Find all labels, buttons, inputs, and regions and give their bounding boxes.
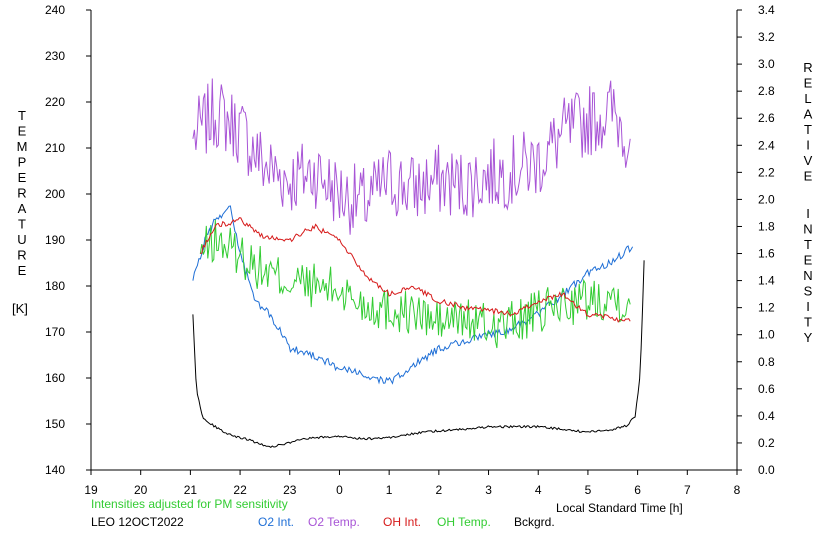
legend: O2 Int. O2 Temp. OH Int. OH Temp. Bckgrd. [258,515,555,529]
x-tick-label: 5 [585,483,592,497]
right-axis-title-char: Y [804,330,813,345]
right-axis-title-char: T [804,237,812,252]
right-axis-title-char: E [804,76,813,91]
legend-entry: OH Temp. [437,515,491,529]
right-axis-title-char: V [804,153,813,168]
series-line-o2_int [192,205,634,385]
x-tick-label: 22 [233,483,247,497]
x-tick-label: 21 [184,483,198,497]
series-group [192,78,645,449]
right-tick-label: 2.6 [758,111,775,125]
left-axis-title-char: P [18,155,27,170]
axes-group: 19 20 21 22 23 0 1 2 3 4 5 6 7 8140150160170180190200… [45,3,775,497]
x-tick-label: 19 [84,483,98,497]
right-tick-label: 0.8 [758,355,775,369]
left-axis-title-char: M [17,139,28,154]
x-tick-label: 3 [485,483,492,497]
right-tick-label: 3.0 [758,57,775,71]
x-tick-label: 6 [634,483,641,497]
right-tick-label: 0.2 [758,436,775,450]
x-tick-label: 7 [684,483,691,497]
x-tick-label: 2 [436,483,443,497]
right-axis-title-char: T [804,315,812,330]
left-tick-label: 220 [45,95,65,109]
right-tick-label: 1.4 [758,274,775,288]
right-tick-label: 2.8 [758,84,775,98]
right-axis-title-char: T [804,122,812,137]
right-tick-label: 2.0 [758,192,775,206]
left-axis-title-char: R [17,186,26,201]
right-axis-title-char: S [804,284,813,299]
left-axis-title-char: E [18,263,27,278]
right-axis-title-char: I [806,138,810,153]
left-tick-label: 160 [45,371,65,385]
right-tick-label: 1.6 [758,247,775,261]
left-axis-unit: [K] [12,301,28,316]
right-tick-label: 0.4 [758,409,775,423]
left-tick-label: 150 [45,417,65,431]
right-tick-label: 0.6 [758,382,775,396]
right-axis-title-char: I [806,299,810,314]
series-line-oh_int [200,217,631,323]
x-tick-label: 4 [535,483,542,497]
right-tick-label: 3.2 [758,30,775,44]
right-axis-title-char: L [804,91,811,106]
x-tick-label: 1 [386,483,393,497]
left-axis-title-char: T [18,217,26,232]
right-axis-title-char: E [804,169,813,184]
right-tick-label: 1.8 [758,219,775,233]
right-axis-title-char: N [803,268,812,283]
right-axis-title-char: E [804,253,813,268]
left-tick-label: 190 [45,233,65,247]
left-tick-label: 140 [45,463,65,477]
right-tick-label: 2.4 [758,138,775,152]
right-axis-title-char: N [803,222,812,237]
x-tick-label: 0 [336,483,343,497]
x-tick-label: 20 [134,483,148,497]
station-label: LEO 12OCT2022 [91,515,184,529]
right-tick-label: 3.4 [758,3,775,17]
left-axis-title-char: E [18,124,27,139]
left-tick-label: 230 [45,49,65,63]
series-line-o2_temp [192,78,631,235]
left-tick-label: 180 [45,279,65,293]
legend-entry: OH Int. [383,515,421,529]
series-line-oh_temp [199,219,631,349]
labels-group: Local Standard Time [h] Intensities adju… [12,60,813,529]
left-tick-label: 200 [45,187,65,201]
left-tick-label: 170 [45,325,65,339]
sensitivity-note: Intensities adjusted for PM sensitivity [91,497,288,511]
right-tick-label: 0.0 [758,463,775,477]
series-line-bckgrd [192,260,645,449]
right-tick-label: 1.2 [758,301,775,315]
x-tick-label: 8 [734,483,741,497]
legend-entry: O2 Int. [258,515,294,529]
x-axis-title: Local Standard Time [h] [556,501,683,515]
x-tick-label: 23 [283,483,297,497]
legend-entry: O2 Temp. [308,515,360,529]
right-tick-label: 1.0 [758,328,775,342]
right-tick-label: 2.2 [758,165,775,179]
left-axis-title-char: T [18,108,26,123]
left-tick-label: 210 [45,141,65,155]
right-axis-title-char: A [804,107,813,122]
left-axis-title-char: R [17,248,26,263]
legend-entry: Bckgrd. [514,515,555,529]
right-axis-title-char: R [803,60,812,75]
left-axis-title-char: U [17,232,26,247]
left-axis-title-char: E [18,170,27,185]
right-axis-title-char: I [806,206,810,221]
left-axis-title-char: A [18,201,27,216]
left-tick-label: 240 [45,3,65,17]
